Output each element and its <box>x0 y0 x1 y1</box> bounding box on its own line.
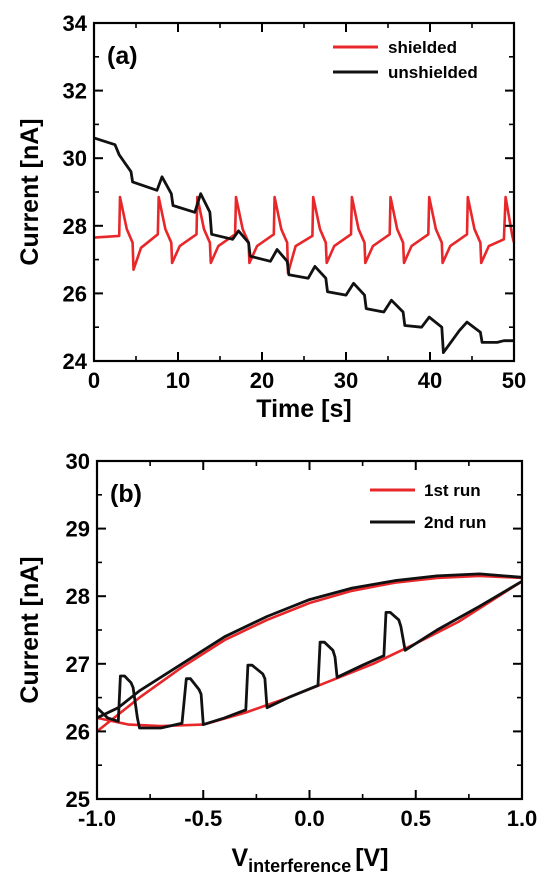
legend-label-unshielded: unshielded <box>388 63 478 82</box>
panel-b-plot-frame <box>95 459 524 801</box>
series-line-2nd-run-lower <box>96 580 523 730</box>
panel-b-x-tick-label: -0.5 <box>184 806 222 831</box>
panel-a-x-tick-label: 0 <box>88 368 100 393</box>
panel-b-y-tick-label: 27 <box>66 652 90 677</box>
panel-a-y-tick-label: 28 <box>63 214 87 239</box>
panel-b-y-tick-label: 28 <box>66 584 90 609</box>
legend-label-2nd-run: 2nd run <box>424 513 486 532</box>
series-line-shielded <box>93 195 516 275</box>
panel-b-legend: 1st run 2nd run <box>370 481 486 532</box>
panel-a-series <box>93 136 516 354</box>
panel-a-label: (a) <box>107 42 138 70</box>
panel-b-ticks: -1.0 -0.5 0.0 0.5 1.0 25 26 27 28 29 30 <box>66 449 538 831</box>
panel-a-y-tick-label: 24 <box>63 349 88 374</box>
panel-a-y-axis-title: Current [nA] <box>16 118 44 265</box>
series-line-2nd-run-upper <box>96 572 523 720</box>
panel-a-y-tick-label: 30 <box>63 146 87 171</box>
panel-b-x-tick-label: 0.0 <box>294 806 325 831</box>
panel-b-y-tick-label: 30 <box>66 449 90 474</box>
panel-a-y-tick-label: 32 <box>63 79 87 104</box>
x-axis-title-unit: [V] <box>355 844 388 872</box>
panel-a-y-tick-label: 26 <box>63 281 87 306</box>
panel-b-series <box>96 572 523 733</box>
panel-b-y-axis-title: Current [nA] <box>16 556 44 703</box>
panel-b-y-tick-label: 25 <box>66 787 90 812</box>
panel-a-x-tick-label: 50 <box>502 368 526 393</box>
panel-a-x-axis-title: Time [s] <box>256 395 351 423</box>
x-axis-title-subscript: interference <box>248 856 351 876</box>
panel-a-y-tick-label: 34 <box>63 11 88 36</box>
panel-a-x-tick-label: 20 <box>250 368 274 393</box>
panel-a-x-tick-label: 40 <box>418 368 442 393</box>
panel-b-y-tick-label: 29 <box>66 517 90 542</box>
x-axis-title-main: V <box>231 844 248 872</box>
panel-a-x-tick-label: 30 <box>334 368 358 393</box>
panel-a-legend: shielded unshielded <box>333 38 478 82</box>
panel-a-x-tick-label: 10 <box>166 368 190 393</box>
panel-b-x-tick-label: -1.0 <box>78 806 116 831</box>
panel-a-ticks: 0 10 20 30 40 50 24 26 28 30 32 34 <box>63 11 527 393</box>
panel-b: -1.0 -0.5 0.0 0.5 1.0 25 26 27 28 29 30 (b) 1st ru… <box>16 449 537 876</box>
panel-b-y-tick-label: 26 <box>66 719 90 744</box>
panel-a: 0 10 20 30 40 50 24 26 28 30 32 34 (a) shielded uns… <box>16 11 526 423</box>
legend-label-shielded: shielded <box>388 38 457 57</box>
panel-b-x-tick-label: 0.5 <box>400 806 431 831</box>
legend-label-1st-run: 1st run <box>424 481 481 500</box>
panel-b-x-axis-title: Vinterference [V] <box>231 844 388 876</box>
series-line-unshielded <box>93 136 514 354</box>
panel-b-x-tick-label: 1.0 <box>507 806 538 831</box>
panel-b-label: (b) <box>110 480 142 508</box>
